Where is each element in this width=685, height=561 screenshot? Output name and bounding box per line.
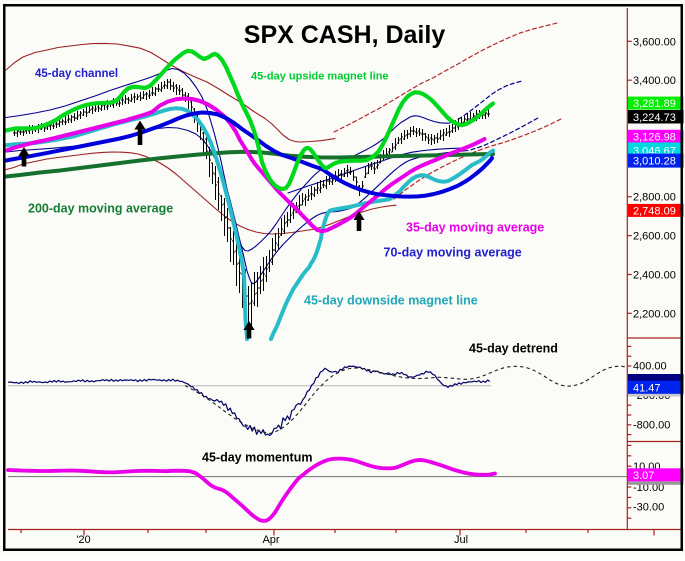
svg-text:3,400.00: 3,400.00 — [633, 75, 676, 87]
svg-text:35-day moving average: 35-day moving average — [406, 221, 544, 235]
svg-text:70-day moving average: 70-day moving average — [384, 246, 522, 260]
svg-text:2,800.00: 2,800.00 — [633, 192, 676, 204]
svg-text:41.47: 41.47 — [633, 382, 661, 394]
svg-text:SPX CASH, Daily: SPX CASH, Daily — [244, 21, 446, 49]
svg-text:200-day moving average: 200-day moving average — [28, 202, 173, 216]
svg-text:-10.00: -10.00 — [633, 482, 664, 494]
svg-text:-30.00: -30.00 — [633, 501, 664, 513]
svg-text:45-day momentum: 45-day momentum — [202, 451, 312, 465]
svg-text:3,126.98: 3,126.98 — [633, 131, 676, 143]
svg-text:-800.00: -800.00 — [633, 420, 670, 432]
svg-text:3,224.73: 3,224.73 — [633, 112, 676, 124]
svg-text:400.00: 400.00 — [633, 361, 667, 373]
svg-text:3,600.00: 3,600.00 — [633, 36, 676, 48]
svg-text:45-day upside magnet line: 45-day upside magnet line — [251, 71, 389, 83]
svg-text:Jul: Jul — [454, 534, 468, 546]
svg-text:45-day detrend: 45-day detrend — [469, 342, 558, 356]
svg-text:45-day channel: 45-day channel — [35, 68, 118, 80]
svg-text:2,600.00: 2,600.00 — [633, 231, 676, 243]
svg-text:2,400.00: 2,400.00 — [633, 269, 676, 281]
svg-text:3.07: 3.07 — [633, 470, 654, 482]
svg-text:'20: '20 — [76, 534, 90, 546]
svg-text:Apr: Apr — [262, 534, 279, 546]
svg-text:2,748.09: 2,748.09 — [633, 205, 676, 217]
svg-text:2,200.00: 2,200.00 — [633, 308, 676, 320]
svg-text:3,281.89: 3,281.89 — [633, 98, 676, 110]
svg-text:45-day downside magnet line: 45-day downside magnet line — [304, 294, 478, 308]
svg-text:3,010.28: 3,010.28 — [633, 156, 676, 168]
